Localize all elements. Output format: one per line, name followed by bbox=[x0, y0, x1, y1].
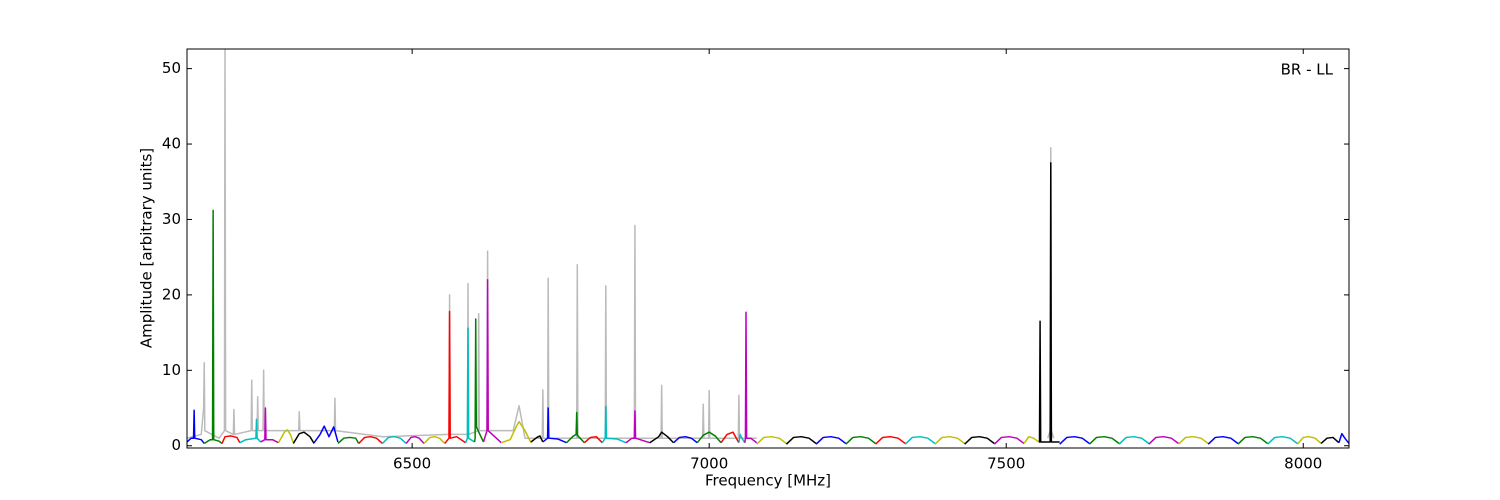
y-tick-label: 10 bbox=[162, 361, 181, 379]
spectrum-line bbox=[625, 410, 651, 444]
spectrum-line bbox=[482, 279, 502, 444]
spectrum-line bbox=[239, 418, 262, 444]
spectrum-line bbox=[845, 435, 876, 445]
spectrum-line bbox=[1038, 162, 1060, 443]
x-tick-label: 7500 bbox=[987, 455, 1025, 473]
spectrum-line bbox=[720, 431, 740, 444]
spectrum-line bbox=[785, 435, 817, 445]
spectrum-line bbox=[934, 435, 966, 445]
spectrum-line bbox=[875, 435, 906, 445]
spectrum-line bbox=[696, 431, 722, 444]
spectrum-line bbox=[1059, 435, 1090, 445]
spectrum-line bbox=[1207, 435, 1239, 445]
spectrum-line bbox=[1088, 435, 1120, 445]
x-axis-label: Frequency [MHz] bbox=[705, 472, 831, 490]
spectrum-line bbox=[1267, 435, 1298, 445]
spectrum-line bbox=[381, 435, 407, 445]
spectrum-line bbox=[313, 425, 339, 444]
spectrum-line bbox=[405, 435, 425, 444]
spectrum-line bbox=[501, 420, 532, 444]
spectrum-line bbox=[292, 431, 315, 444]
spectrum-line bbox=[203, 209, 223, 445]
spectrum-line bbox=[423, 435, 446, 445]
spectrum-line bbox=[1296, 435, 1322, 445]
spectrum-line bbox=[1338, 432, 1349, 444]
spectrum-line bbox=[358, 435, 383, 445]
spectrum-line bbox=[1237, 435, 1269, 445]
spectrum-line bbox=[673, 435, 698, 444]
y-tick-label: 20 bbox=[162, 285, 181, 303]
spectrum-line bbox=[1148, 435, 1179, 445]
spectrum-line bbox=[1023, 435, 1040, 444]
x-tick-label: 6500 bbox=[393, 455, 431, 473]
spectrum-line bbox=[756, 435, 787, 445]
plot-lines bbox=[187, 49, 1349, 445]
spectrum-line bbox=[744, 311, 758, 444]
spectrum-line bbox=[583, 435, 603, 444]
spectrum-line bbox=[993, 435, 1025, 445]
spectrum-line bbox=[904, 435, 936, 445]
spectrum-line bbox=[464, 327, 475, 443]
y-tick-label: 50 bbox=[162, 59, 181, 77]
spectrum-line bbox=[1118, 435, 1150, 445]
x-tick-label: 8000 bbox=[1284, 455, 1322, 473]
spectrum-line bbox=[649, 431, 675, 444]
spectrum-line bbox=[277, 429, 295, 444]
spectrum-line bbox=[530, 435, 544, 443]
y-axis-label: Amplitude [arbitrary units] bbox=[138, 148, 156, 348]
annotation: BR - LL bbox=[1281, 61, 1334, 79]
spectrum-line bbox=[964, 435, 995, 445]
spectrum-line bbox=[1320, 436, 1340, 445]
spectrum-line bbox=[1177, 435, 1209, 445]
spectrum-line bbox=[1047, 147, 1055, 439]
spectrum-line bbox=[221, 435, 241, 444]
y-tick-label: 0 bbox=[171, 436, 181, 454]
x-tick-label: 7000 bbox=[690, 455, 728, 473]
y-tick-label: 40 bbox=[162, 135, 181, 153]
plot-frame bbox=[186, 48, 1350, 449]
spectrum-line bbox=[601, 405, 627, 444]
spectrum-line bbox=[337, 436, 360, 445]
spectrum-line bbox=[815, 435, 847, 445]
spectrum-line bbox=[444, 310, 467, 444]
spectrum-line bbox=[738, 433, 746, 444]
spectrum-line bbox=[187, 49, 757, 439]
spectrum-line bbox=[473, 318, 485, 443]
y-tick-label: 30 bbox=[162, 210, 181, 228]
spectrum-line bbox=[187, 409, 205, 444]
spectrum-line bbox=[566, 411, 585, 444]
spectrum-line bbox=[542, 407, 567, 444]
spectrum-line bbox=[260, 407, 279, 444]
